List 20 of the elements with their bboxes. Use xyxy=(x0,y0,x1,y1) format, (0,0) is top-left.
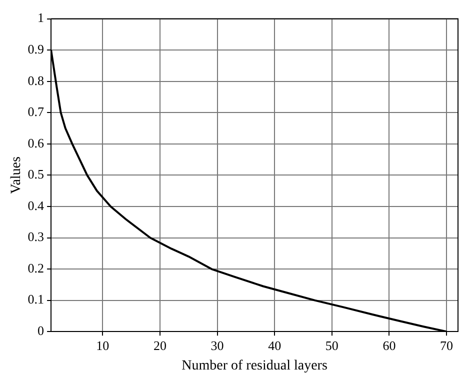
y-axis-title: Values xyxy=(9,156,24,194)
y-tick-label: 0.6 xyxy=(28,135,45,150)
y-tick-label: 0.8 xyxy=(28,72,44,88)
y-tick-label: 0.2 xyxy=(28,260,44,276)
y-tick-label: 0.9 xyxy=(28,42,44,56)
x-tick-label: 30 xyxy=(210,338,224,353)
y-tick-label: 0.3 xyxy=(28,229,44,244)
x-tick-label: 20 xyxy=(153,338,166,353)
x-tick-label: 60 xyxy=(382,338,396,353)
x-tick-label: 10 xyxy=(96,338,110,353)
x-tick-label: 70 xyxy=(440,338,454,353)
y-tick-label: 0 xyxy=(38,323,44,338)
y-tick-label: 0.4 xyxy=(28,198,45,213)
y-tick-label: 0.5 xyxy=(28,166,44,182)
x-tick-label: 50 xyxy=(325,338,338,353)
x-axis-title: Number of residual layers xyxy=(182,358,328,374)
x-tick-label: 40 xyxy=(268,338,282,353)
y-tick-label: 0.7 xyxy=(28,104,45,120)
y-tick-label: 0.1 xyxy=(28,292,44,307)
y-tick-label: 1 xyxy=(38,10,44,26)
